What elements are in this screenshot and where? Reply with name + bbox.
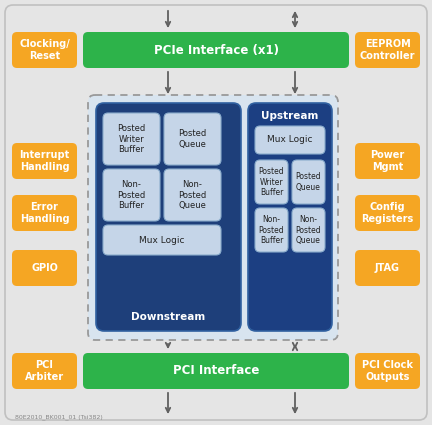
Text: Posted
Writer
Buffer: Posted Writer Buffer — [118, 124, 146, 154]
FancyBboxPatch shape — [12, 143, 77, 179]
FancyBboxPatch shape — [164, 169, 221, 221]
FancyBboxPatch shape — [88, 95, 338, 340]
Text: Posted
Queue: Posted Queue — [295, 172, 321, 192]
Text: EEPROM
Controller: EEPROM Controller — [360, 39, 415, 61]
Text: PCI
Arbiter: PCI Arbiter — [25, 360, 64, 382]
FancyBboxPatch shape — [103, 225, 221, 255]
FancyBboxPatch shape — [292, 208, 325, 252]
FancyBboxPatch shape — [103, 169, 160, 221]
FancyBboxPatch shape — [83, 353, 349, 389]
FancyBboxPatch shape — [12, 32, 77, 68]
FancyBboxPatch shape — [255, 208, 288, 252]
FancyBboxPatch shape — [12, 353, 77, 389]
Text: Mux Logic: Mux Logic — [139, 235, 185, 244]
Text: 80E2010_BK001_01 (Tsi382): 80E2010_BK001_01 (Tsi382) — [15, 414, 103, 420]
FancyBboxPatch shape — [355, 143, 420, 179]
Text: Downstream: Downstream — [131, 312, 206, 322]
FancyBboxPatch shape — [96, 103, 241, 331]
FancyBboxPatch shape — [355, 353, 420, 389]
Text: Upstream: Upstream — [261, 111, 319, 121]
FancyBboxPatch shape — [83, 32, 349, 68]
Text: Non-
Posted
Buffer: Non- Posted Buffer — [118, 180, 146, 210]
Text: Error
Handling: Error Handling — [20, 202, 69, 224]
Text: PCI Interface: PCI Interface — [173, 365, 259, 377]
Text: Posted
Writer
Buffer: Posted Writer Buffer — [259, 167, 284, 197]
FancyBboxPatch shape — [355, 195, 420, 231]
Text: GPIO: GPIO — [31, 263, 58, 273]
Text: Clocking/
Reset: Clocking/ Reset — [19, 39, 70, 61]
FancyBboxPatch shape — [255, 126, 325, 154]
Text: Non-
Posted
Buffer: Non- Posted Buffer — [259, 215, 284, 245]
Text: Interrupt
Handling: Interrupt Handling — [19, 150, 70, 172]
Text: Mux Logic: Mux Logic — [267, 136, 313, 144]
FancyBboxPatch shape — [12, 250, 77, 286]
FancyBboxPatch shape — [12, 195, 77, 231]
FancyBboxPatch shape — [103, 113, 160, 165]
Text: PCIe Interface (x1): PCIe Interface (x1) — [153, 43, 279, 57]
FancyBboxPatch shape — [255, 160, 288, 204]
Text: JTAG: JTAG — [375, 263, 400, 273]
Text: Power
Mgmt: Power Mgmt — [370, 150, 405, 172]
FancyBboxPatch shape — [5, 5, 427, 420]
FancyBboxPatch shape — [248, 103, 332, 331]
FancyBboxPatch shape — [164, 113, 221, 165]
Text: Non-
Posted
Queue: Non- Posted Queue — [295, 215, 321, 245]
FancyBboxPatch shape — [292, 160, 325, 204]
Text: Posted
Queue: Posted Queue — [178, 129, 206, 149]
Text: Config
Registers: Config Registers — [362, 202, 413, 224]
Text: PCI Clock
Outputs: PCI Clock Outputs — [362, 360, 413, 382]
Text: Non-
Posted
Queue: Non- Posted Queue — [178, 180, 206, 210]
FancyBboxPatch shape — [355, 250, 420, 286]
FancyBboxPatch shape — [355, 32, 420, 68]
